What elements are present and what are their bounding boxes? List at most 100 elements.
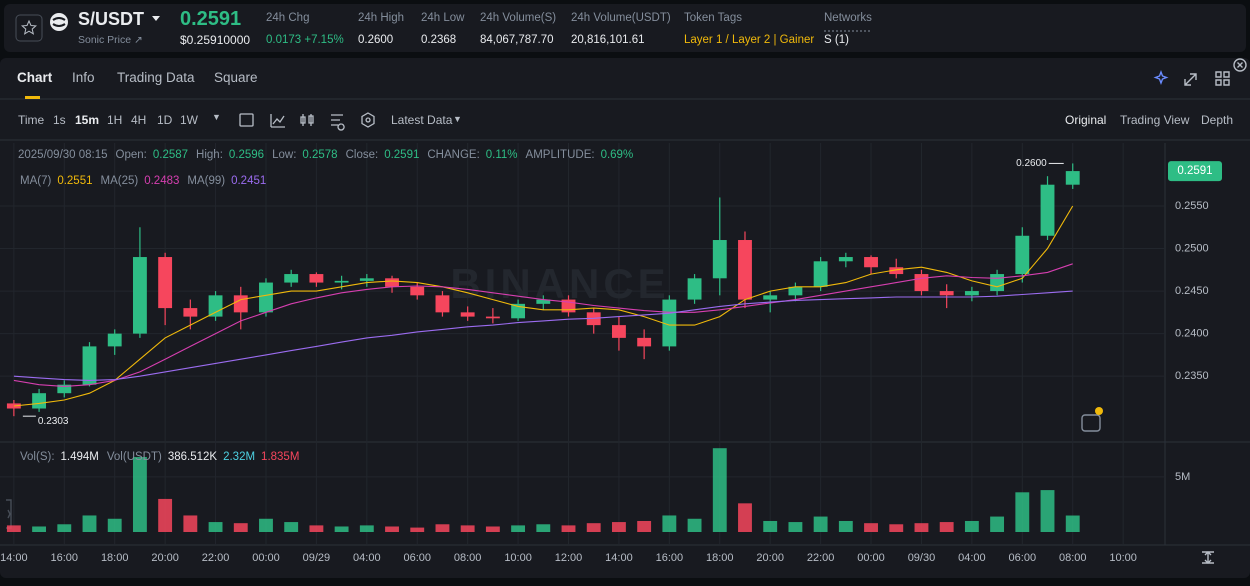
info-label: Low: (272, 149, 297, 161)
candle-body (410, 286, 425, 296)
interval[interactable]: 1W (180, 113, 198, 127)
layout-icon[interactable] (1215, 71, 1230, 86)
volume-bar (485, 526, 500, 532)
volume-plot (6, 448, 1080, 532)
ma-line (13, 263, 1073, 387)
interval[interactable]: 15m (75, 113, 100, 127)
volume-bar (712, 448, 727, 532)
last-price-usd: $0.25910000 (180, 33, 251, 47)
stat-label: 24h High (358, 12, 405, 24)
candle-body (1040, 184, 1055, 236)
x-tick-label: 20:00 (756, 552, 784, 564)
volume-bar (82, 515, 97, 532)
stat-label: 24h Low (421, 12, 465, 24)
candle-body (1015, 235, 1030, 275)
latest-data-caret[interactable]: ▼ (453, 114, 462, 124)
tab[interactable]: Info (72, 70, 95, 85)
candle-icon[interactable] (300, 114, 314, 126)
x-tick-label: 22:00 (202, 552, 230, 564)
note-icon[interactable] (1081, 414, 1101, 432)
volume-bar (511, 525, 526, 532)
interval[interactable]: 1D (157, 113, 173, 127)
volume-value: 1.494M (60, 451, 99, 463)
settings-list-icon[interactable] (331, 114, 345, 131)
stat-value: S (1) (824, 34, 849, 46)
toolbar-icons (239, 112, 375, 131)
candle-body (485, 316, 500, 319)
indicator-icon[interactable] (270, 114, 285, 128)
candle-body (712, 240, 727, 279)
tab[interactable]: Square (214, 70, 258, 85)
volume-bar (561, 525, 576, 532)
stat-value: 20,816,101.61 (571, 34, 645, 46)
view-option[interactable]: Original (1065, 113, 1107, 127)
note-badge (1095, 407, 1103, 415)
x-tick-label: 18:00 (101, 552, 129, 564)
interval-more[interactable]: ▼ (212, 112, 221, 122)
tab[interactable]: Chart (17, 70, 53, 85)
candle-body (763, 295, 778, 300)
info-value: 0.2591 (384, 149, 420, 161)
info-value: 0.2596 (228, 149, 265, 161)
stat-label: Networks (824, 12, 872, 24)
symbol-dropdown[interactable] (152, 16, 160, 21)
info-value: 0.11% (485, 149, 518, 161)
view-option[interactable]: Depth (1201, 113, 1234, 127)
interval[interactable]: 1s (53, 113, 66, 127)
scale-icon[interactable] (1202, 551, 1214, 564)
volume-bar (208, 522, 223, 532)
y-tick-label: 0.2550 (1175, 200, 1209, 212)
calendar-icon[interactable] (239, 113, 254, 127)
candle-body (511, 303, 526, 319)
interval[interactable]: 4H (131, 113, 147, 127)
candle-body (864, 257, 878, 268)
volume-bar (637, 520, 652, 532)
volume-bar (1015, 492, 1030, 532)
volume-ma-value: 2.32M (223, 451, 256, 463)
volume-bar (939, 522, 954, 532)
tab[interactable]: Trading Data (117, 70, 195, 85)
volume-bar (158, 498, 173, 532)
volume-bar (259, 518, 273, 532)
view-option[interactable]: Trading View (1120, 113, 1190, 127)
candle-body (32, 393, 47, 409)
volume-bar (57, 524, 72, 532)
candle-body (334, 280, 349, 283)
ai-icon[interactable] (1153, 70, 1169, 85)
info-datetime: 2025/09/30 08:15 (18, 149, 108, 161)
axes: 0.2550 0.2500 0.2450 0.2400 0.2350 14:00 16:00… (0, 158, 1222, 564)
favorite-button[interactable] (15, 14, 43, 42)
ma-value: 0.2451 (231, 175, 267, 187)
candle-body (309, 274, 324, 283)
candle-body (637, 337, 652, 347)
x-tick-label: 09/30 (908, 552, 936, 564)
volume-bar (964, 520, 979, 532)
volume-bar (1040, 490, 1055, 532)
stat-label: 24h Volume(USDT) (571, 12, 671, 24)
settings-icon[interactable] (361, 112, 375, 128)
volume-bar (107, 518, 122, 532)
x-tick-label: 09/29 (303, 552, 331, 564)
symbol[interactable]: S/USDT (78, 9, 145, 29)
candle-body (284, 274, 299, 283)
stat-value: 0.2368 (421, 34, 457, 46)
candle-body (1065, 171, 1080, 185)
candle-body (57, 384, 72, 394)
volume-bar (6, 525, 21, 532)
expand-icon[interactable] (1184, 73, 1197, 86)
volume-bar (914, 523, 929, 532)
volume-bar (435, 524, 450, 532)
volume-bar (990, 516, 1005, 532)
symbol-subtitle[interactable]: Sonic Price ↗ (78, 34, 143, 46)
interval[interactable]: 1H (107, 113, 123, 127)
candle-body (662, 299, 677, 347)
ma-line (13, 290, 1073, 381)
close-icon[interactable] (1233, 58, 1247, 72)
candle-body (914, 274, 929, 292)
info-label: CHANGE: (427, 149, 480, 161)
coin-logo (50, 13, 68, 31)
candle-body (536, 299, 551, 304)
latest-data[interactable]: Latest Data (391, 113, 453, 127)
ma-line (13, 205, 1074, 407)
x-tick-label: 16:00 (656, 552, 684, 564)
